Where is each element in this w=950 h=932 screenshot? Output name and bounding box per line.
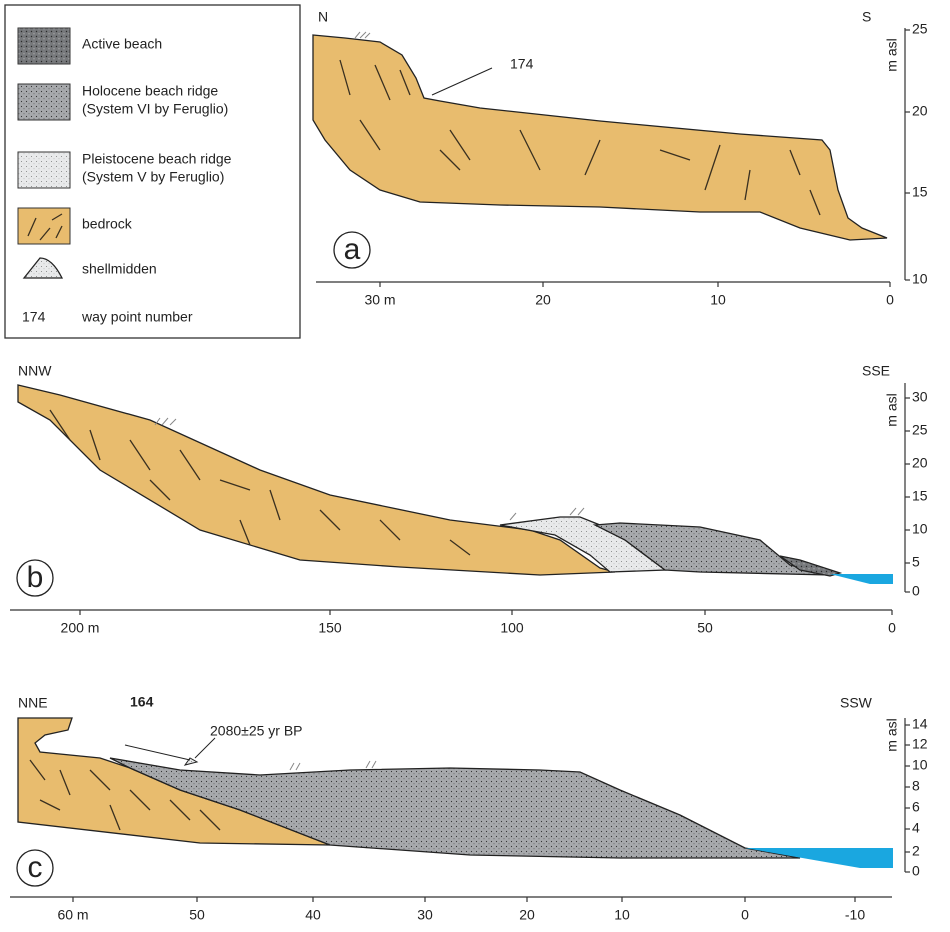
y-tick-label: 10: [912, 757, 928, 773]
panel-label: a: [344, 233, 361, 266]
vegetation: [289, 760, 377, 771]
x-tick-label: 150: [318, 620, 342, 636]
y-tick-label: 6: [912, 799, 920, 815]
direction-label: SSE: [862, 363, 890, 379]
x-tick-label: 0: [886, 292, 894, 308]
y-tick-label: 25: [912, 21, 928, 37]
date-leader: [194, 737, 216, 759]
y-tick-label: 14: [912, 716, 928, 732]
water-c: [745, 848, 893, 868]
waypoint-leader: [124, 744, 191, 761]
direction-label: NNW: [18, 363, 52, 379]
y-tick-label: 30: [912, 389, 928, 405]
legend-label: Active beach: [82, 36, 162, 52]
x-tick-label: 20: [519, 907, 535, 923]
y-tick-label: 4: [912, 820, 920, 836]
section-c: [17, 717, 893, 868]
section-b: [17, 384, 893, 584]
legend-label: bedrock: [82, 216, 133, 232]
y-tick-label: 0: [912, 583, 920, 599]
y-tick-label: 2: [912, 843, 920, 859]
direction-label: SSW: [840, 695, 873, 711]
legend-label: (System V by Feruglio): [82, 169, 224, 185]
legend-swatch-active: [17, 27, 71, 65]
x-tick-label: 0: [888, 620, 896, 636]
panel-label-circle: [16, 559, 54, 597]
x-tick-label: 20: [535, 292, 551, 308]
x-tick-label: 100: [500, 620, 524, 636]
y-tick-label: 25: [912, 422, 928, 438]
legend-swatch-holocene: [17, 83, 71, 121]
water-b: [830, 574, 893, 584]
x-tick-label: 40: [305, 907, 321, 923]
vegetation: [354, 31, 371, 39]
direction-label: S: [862, 9, 871, 25]
y-tick-label: 10: [912, 271, 928, 287]
annotation: 164: [130, 694, 154, 710]
vegetation: [154, 417, 585, 521]
x-tick-label: 30 m: [364, 292, 395, 308]
x-tick-label: 10: [614, 907, 630, 923]
legend-label: shellmidden: [82, 261, 157, 277]
legend-label: way point number: [81, 309, 193, 325]
annotation: 2080±25 yr BP: [210, 723, 303, 739]
bedrock-b: [17, 384, 616, 576]
legend-label: Holocene beach ridge: [82, 83, 218, 99]
waypoint-leader: [431, 67, 493, 96]
x-tick-label: 50: [189, 907, 205, 923]
legend-label: (System VI by Feruglio): [82, 101, 228, 117]
panel-label: c: [28, 851, 43, 884]
x-tick-label: 50: [697, 620, 713, 636]
panel-label: b: [27, 561, 44, 594]
x-tick-label: 10: [710, 292, 726, 308]
y-tick-label: 15: [912, 488, 928, 504]
section-a: [312, 31, 888, 241]
shellmidden: [183, 757, 199, 766]
y-axis-title: m asl: [884, 393, 900, 426]
direction-label: NNE: [18, 695, 48, 711]
legend-shellmidden-icon: [22, 257, 64, 279]
x-tick-label: 30: [417, 907, 433, 923]
annotation: 174: [510, 56, 534, 72]
y-tick-label: 8: [912, 778, 920, 794]
y-tick-label: 12: [912, 736, 928, 752]
legend-swatch-pleistocene: [17, 151, 71, 189]
y-axis-title: m asl: [884, 718, 900, 751]
x-tick-label: 0: [741, 907, 749, 923]
y-tick-label: 5: [912, 554, 920, 570]
y-tick-label: 0: [912, 863, 920, 879]
x-tick-label: 200 m: [61, 620, 100, 636]
legend-symbol: 174: [22, 309, 46, 325]
y-tick-label: 20: [912, 103, 928, 119]
y-tick-label: 15: [912, 184, 928, 200]
y-tick-label: 20: [912, 455, 928, 471]
y-axis-title: m asl: [884, 38, 900, 71]
bedrock-c: [17, 717, 331, 846]
legend-swatch-bedrock: [17, 207, 71, 245]
y-tick-label: 10: [912, 521, 928, 537]
legend-label: Pleistocene beach ridge: [82, 151, 232, 167]
panel-label-circle: [333, 231, 371, 269]
panel-label-circle: [16, 849, 54, 887]
bedrock-a: [312, 34, 888, 241]
x-tick-label: -10: [845, 907, 865, 923]
x-tick-label: 60 m: [57, 907, 88, 923]
direction-label: N: [318, 9, 328, 25]
